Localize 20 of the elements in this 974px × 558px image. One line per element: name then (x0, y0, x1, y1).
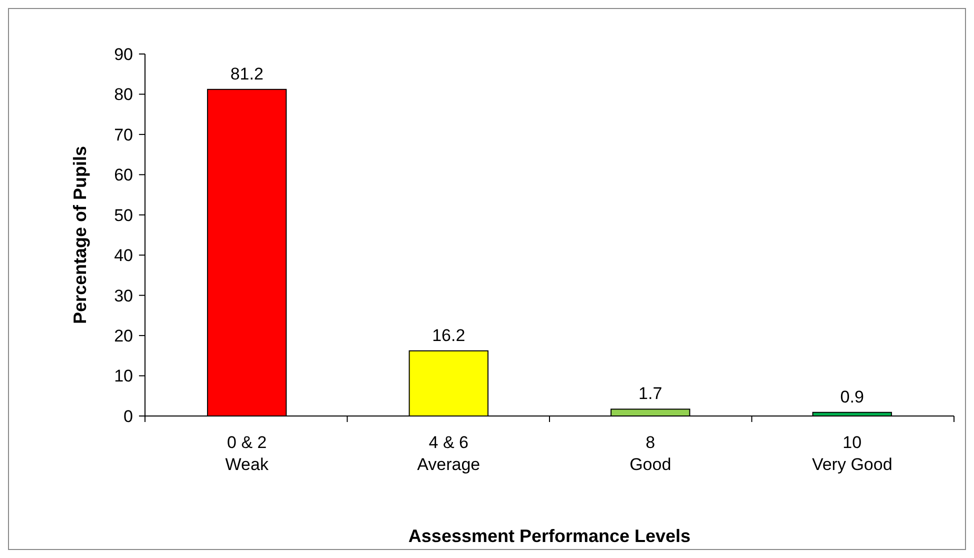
data-label: 1.7 (638, 384, 662, 404)
y-tick-label: 90 (114, 44, 133, 64)
y-tick-label: 0 (124, 406, 133, 426)
x-tick-label: 0 & 2 Weak (225, 433, 269, 474)
y-tick-label: 70 (114, 125, 133, 144)
y-tick-label: 40 (114, 246, 133, 266)
y-tick-label: 10 (114, 366, 133, 386)
x-tick-label: 8 Good (630, 433, 672, 474)
data-label: 16.2 (432, 326, 466, 345)
data-label: 0.9 (840, 387, 864, 406)
x-tick-label: 10 Very Good (812, 433, 892, 474)
data-label: 81.2 (230, 64, 264, 84)
y-tick-label: 20 (114, 326, 133, 346)
y-tick-label: 30 (114, 286, 133, 306)
y-tick-label: 50 (114, 206, 133, 225)
y-tick-label: 80 (114, 85, 133, 104)
x-tick-label: 4 & 6 Average (417, 433, 480, 474)
y-axis-title: Percentage of Pupils (70, 146, 90, 324)
x-axis-title: Assessment Performance Levels (408, 526, 691, 546)
y-tick-label: 60 (114, 166, 133, 185)
